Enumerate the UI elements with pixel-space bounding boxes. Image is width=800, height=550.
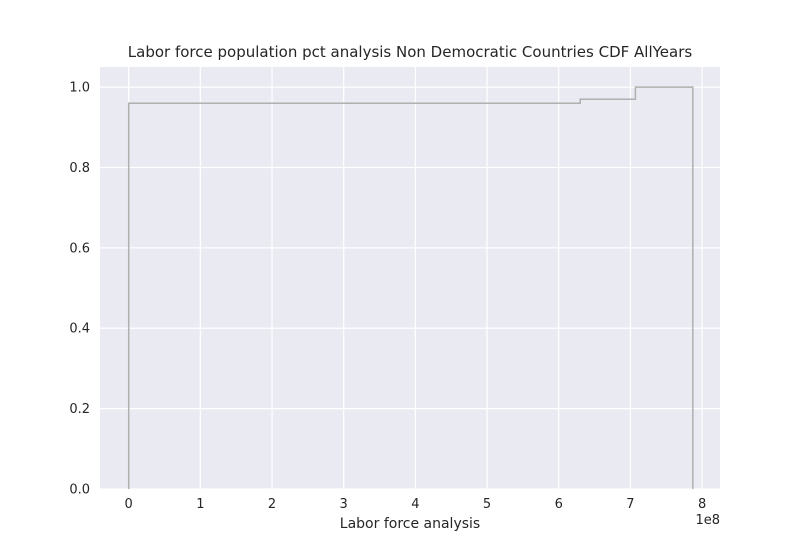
cdf-series-line <box>127 86 694 489</box>
y-tick-label: 1.0 <box>69 81 90 96</box>
y-tick-label: 0.6 <box>69 241 90 256</box>
series-layer <box>127 86 694 489</box>
x-tick-label: 1 <box>196 497 204 512</box>
y-tick-label: 0.0 <box>69 483 90 498</box>
x-tick-label: 8 <box>698 497 706 512</box>
x-tick-label: 6 <box>555 497 563 512</box>
x-axis-label: Labor force analysis <box>340 516 480 532</box>
x-tick-label: 5 <box>483 497 491 512</box>
y-tick-labels: 0.0 0.2 0.4 0.6 0.8 1.0 <box>69 81 90 498</box>
grid-lines <box>100 67 720 490</box>
x-tick-label: 4 <box>411 497 419 512</box>
y-tick-label: 0.2 <box>69 402 90 417</box>
x-tick-label: 0 <box>125 497 133 512</box>
x-tick-label: 3 <box>340 497 348 512</box>
y-tick-label: 0.4 <box>69 322 90 337</box>
x-tick-label: 7 <box>626 497 634 512</box>
plot-area <box>100 67 720 489</box>
x-tick-labels: 0 1 2 3 4 5 6 7 8 <box>125 497 707 512</box>
y-tick-label: 0.8 <box>69 161 90 176</box>
x-axis-offset-label: 1e8 <box>695 513 720 528</box>
chart-title: Labor force population pct analysis Non … <box>128 43 693 61</box>
x-tick-label: 2 <box>268 497 276 512</box>
